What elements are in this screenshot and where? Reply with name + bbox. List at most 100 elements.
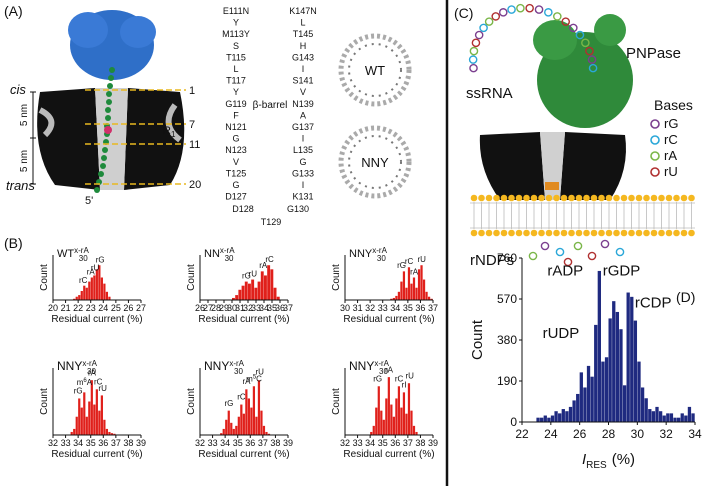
title-main: NNY xyxy=(204,359,229,373)
residue: I xyxy=(302,180,305,190)
residue: G xyxy=(232,180,239,190)
residue: G xyxy=(232,134,239,144)
x-tick-label: 32 xyxy=(340,438,350,448)
title-sub: 30 xyxy=(379,367,388,376)
peak-label: rG xyxy=(397,261,406,270)
bar xyxy=(637,361,641,422)
y-tick-label: 760 xyxy=(497,251,517,265)
title-main: NNY xyxy=(57,359,82,373)
enzyme xyxy=(594,14,626,46)
ssrna-label: ssRNA xyxy=(466,85,513,102)
x-tick-label: 21 xyxy=(61,303,71,313)
y-axis-label: Count xyxy=(469,319,486,360)
peak-label: rG xyxy=(242,272,251,281)
bar xyxy=(669,413,674,422)
legend-marker xyxy=(650,119,660,129)
bar xyxy=(608,318,612,422)
title-sup: x-rA xyxy=(74,246,89,255)
bar xyxy=(248,283,251,300)
lipid-head xyxy=(568,194,575,202)
bar xyxy=(235,295,239,300)
bar xyxy=(83,392,86,435)
rndp xyxy=(615,247,625,257)
y-axis-label: Count xyxy=(186,264,197,291)
bar xyxy=(93,404,96,435)
rndp xyxy=(600,239,610,249)
bar xyxy=(262,425,266,435)
bar xyxy=(100,395,103,435)
x-label-main: I xyxy=(582,451,586,468)
peak-label: m6A xyxy=(77,378,93,387)
x-tick-label: 30 xyxy=(340,303,350,313)
bar xyxy=(232,297,235,300)
bar xyxy=(80,407,83,435)
bar xyxy=(103,283,106,300)
bar xyxy=(410,283,413,300)
bar xyxy=(658,411,663,422)
peak-label-sup: 6 xyxy=(83,378,87,384)
peak-label: rG xyxy=(373,374,382,383)
constriction xyxy=(545,182,559,190)
constriction xyxy=(104,126,112,134)
x-tick-label: 34 xyxy=(688,427,702,441)
x-label-suffix: (%) xyxy=(612,451,635,468)
x-label-main: Residual current (%) xyxy=(198,314,289,325)
bar xyxy=(402,392,406,435)
bar xyxy=(252,386,256,435)
lipid-head xyxy=(658,194,665,202)
bar xyxy=(422,279,426,300)
peak-label: rU xyxy=(406,371,415,380)
x-tick-label: 36 xyxy=(98,438,108,448)
residue: F xyxy=(233,110,239,120)
bar xyxy=(412,425,416,435)
peak-label: rC xyxy=(265,255,274,264)
bar xyxy=(98,265,101,300)
lipid-head xyxy=(530,194,538,202)
bar xyxy=(105,428,109,435)
bar xyxy=(251,279,255,300)
lipid-head xyxy=(545,229,553,237)
lipid-head xyxy=(598,229,605,237)
chart-title: NNx-rA 30 xyxy=(204,246,235,263)
residue: G137 xyxy=(292,122,314,132)
residue: S xyxy=(233,41,239,51)
title-main: NNY xyxy=(349,359,374,373)
residue: V xyxy=(300,87,306,97)
bar xyxy=(264,275,267,300)
chart-title: NNYx-rA 30 xyxy=(57,359,98,376)
bar xyxy=(108,431,111,435)
bar xyxy=(684,415,688,422)
lipid-head xyxy=(470,194,478,202)
bar xyxy=(385,398,388,435)
peak-label: rC xyxy=(94,377,103,386)
title-sup: x-rA xyxy=(220,246,235,255)
peak-label: rUDP xyxy=(543,325,580,342)
bar xyxy=(380,410,383,435)
x-label-sub: RES xyxy=(586,460,607,471)
residue: A xyxy=(300,110,306,120)
bar xyxy=(615,311,620,422)
lipid-head xyxy=(605,194,613,202)
x-tick-label: 33 xyxy=(378,303,388,313)
position-label: 11 xyxy=(189,139,200,151)
bar xyxy=(73,298,76,300)
x-axis-label: Residual current (%) xyxy=(198,449,289,460)
peak-label-sup: 5 xyxy=(253,374,257,380)
residue: G119 xyxy=(225,99,246,109)
lipid-head xyxy=(605,229,613,237)
bar xyxy=(640,387,645,422)
lipid-head xyxy=(673,194,680,202)
x-tick-label: 32 xyxy=(365,303,375,313)
rna-base xyxy=(469,46,479,56)
bar xyxy=(568,406,573,422)
rna-base xyxy=(491,12,501,21)
rna-base xyxy=(474,30,484,40)
residue: T117 xyxy=(226,76,246,86)
x-tick-label: 34 xyxy=(73,438,83,448)
peak-label-text: rA xyxy=(259,261,268,270)
bar xyxy=(648,409,652,422)
peak-label: rADP xyxy=(547,262,583,279)
bar xyxy=(547,417,551,422)
y-axis-label: Count xyxy=(39,264,50,291)
